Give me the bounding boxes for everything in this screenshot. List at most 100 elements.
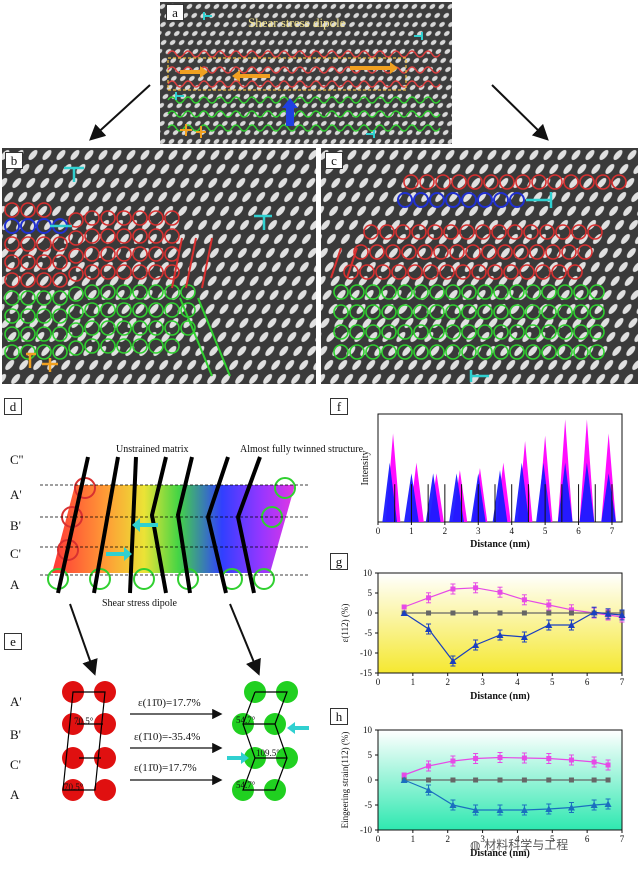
panel-a-image — [160, 2, 452, 144]
layer-label-d-2: B' — [10, 518, 22, 533]
panel-label-b: b — [5, 152, 23, 169]
chart-h-xlabel: Distance (nm) — [470, 848, 530, 859]
chart-h-point-0-6 — [546, 756, 552, 761]
cyan-arrow-e-1 — [287, 722, 309, 734]
chart-g-ytick-label-1: 5 — [368, 588, 373, 598]
chart-h-point-1-5 — [521, 777, 527, 783]
panel-d-schematic — [40, 456, 310, 594]
chart-h-ytick-label-0: 10 — [363, 725, 373, 735]
panel-b-micrograph — [2, 148, 316, 384]
chart-h-ytick-label-3: -5 — [365, 800, 373, 810]
angle-left-2: 70.5° — [64, 782, 84, 792]
shear-stress-dipole-label: Shear stress dipole — [102, 598, 177, 609]
chart-g-point-1-4 — [497, 610, 503, 616]
layer-label-e-2: C' — [10, 757, 22, 772]
chart-h-point-0-0 — [401, 772, 407, 778]
chart-g-point-0-0 — [401, 604, 407, 610]
chart-h-point-1-1 — [426, 777, 432, 783]
chart-f-peak-1-7 — [536, 462, 551, 522]
chart-f-xtick-label-4: 4 — [509, 526, 514, 536]
chart-h: 10 5 0 -5 -10 0 1 2 3 4 5 6 7 Distance (nm) Eingeering… — [340, 725, 625, 859]
chart-h-point-2-0 — [400, 776, 408, 783]
cyan-arrow-d-2 — [106, 547, 132, 561]
chart-h-xtick-label-6: 6 — [585, 834, 590, 844]
chart-g-ytick-label-3: -5 — [365, 628, 373, 638]
arrow-d-to-e-right — [229, 603, 261, 676]
angle-right-1: 54.7° — [236, 715, 256, 725]
chart-g-ytick-label-0: 10 — [363, 568, 373, 578]
chart-g-point-1-1 — [426, 610, 432, 616]
chart-h-ylabel: Eingeering strain(112) (%) — [340, 732, 350, 829]
chart-f-peak-1-0 — [382, 462, 398, 522]
angle-right-2: 109.5° — [256, 748, 280, 758]
chart-g-point-2-3 — [472, 641, 480, 648]
twinned-structure-label: Almost fully twinned structure — [240, 444, 364, 455]
chart-f-xtick-label-5: 5 — [543, 526, 548, 536]
chart-h-series-0 — [401, 752, 611, 778]
strain-label-2: ε(1̄10)=-35.4% — [134, 731, 201, 743]
chart-g-xtick-label-6: 6 — [585, 677, 590, 687]
strain-label-3: ε(11̄0)=17.7% — [134, 762, 197, 774]
chart-g-ytick-label-4: -10 — [360, 648, 372, 658]
layer-label-e-0: A' — [10, 694, 22, 709]
arrow-a-to-b — [89, 84, 151, 141]
chart-g-ytick-label-2: 0 — [368, 608, 373, 618]
chart-h-point-2-5 — [520, 806, 528, 813]
layer-label-d-4: A — [10, 577, 20, 592]
panel-label-d: d — [4, 398, 22, 415]
panel-c-image — [321, 148, 638, 384]
chart-h-point-2-8 — [590, 801, 598, 808]
panel-e-red-lattice — [62, 681, 116, 801]
panel-e-strain-arrows — [130, 708, 223, 786]
chart-h-ytick-label-4: -10 — [360, 825, 372, 835]
cyan-arrow-e-2 — [227, 752, 249, 764]
layer-label-e-3: A — [10, 787, 20, 802]
chart-g-point-1-3 — [473, 610, 479, 616]
layer-label-d-0: C'' — [10, 452, 24, 467]
panel-label-e: e — [4, 633, 22, 650]
chart-f-peak-1-3 — [449, 473, 464, 522]
chart-g-ytick-label-5: -15 — [360, 668, 372, 678]
arrow-d-to-e-left — [69, 603, 98, 676]
chart-f-xtick-label-1: 1 — [409, 526, 414, 536]
chart-f-xtick-label-3: 3 — [476, 526, 481, 536]
chart-g-xtick-label-2: 2 — [445, 677, 450, 687]
chart-h-point-0-9 — [605, 762, 611, 768]
chart-g-point-2-1 — [425, 625, 433, 632]
chart-g-point-1-6 — [546, 610, 552, 616]
chart-h-point-0-7 — [568, 757, 574, 763]
chart-g-xtick-label-0: 0 — [376, 677, 381, 687]
chart-f-ylabel: Intensity — [360, 451, 371, 486]
cyan-arrow-d-1 — [132, 518, 158, 532]
chart-h-point-2-6 — [545, 805, 553, 812]
chart-g-point-2-0 — [400, 609, 408, 616]
chart-h-series-line-2 — [403, 779, 609, 811]
chart-g-point-2-7 — [567, 621, 575, 628]
chart-h-point-2-3 — [472, 806, 480, 813]
chart-h-xtick-label-0: 0 — [376, 834, 381, 844]
panel-d-arrows — [69, 603, 261, 676]
chart-g-point-2-6 — [545, 621, 553, 628]
chart-f-peak-1-5 — [492, 470, 508, 522]
chart-g-point-1-5 — [521, 610, 527, 616]
chart-f-xtick-label-7: 7 — [610, 526, 615, 536]
layer-label-d-3: C' — [10, 546, 22, 561]
chart-f-peak-1-9 — [579, 462, 595, 522]
chart-g-series-2 — [400, 606, 626, 667]
chart-g-point-2-2 — [449, 657, 457, 664]
chart-f-xtick-label-0: 0 — [376, 526, 381, 536]
chart-h-point-0-1 — [426, 763, 432, 769]
chart-g-point-0-7 — [568, 607, 574, 613]
chart-g-xlabel: Distance (nm) — [470, 691, 530, 702]
chart-g: 10 5 0 -5 -10 -15 0 1 2 3 4 5 6 7 Distance (nm) ε(112) … — [340, 568, 626, 702]
chart-h-point-2-7 — [567, 804, 575, 811]
chart-h-ytick-label-1: 5 — [368, 750, 373, 760]
chart-g-point-0-2 — [450, 586, 456, 592]
chart-g-point-0-5 — [521, 597, 527, 603]
chart-g-point-0-3 — [473, 585, 479, 591]
chart-h-point-1-2 — [450, 777, 456, 783]
chart-g-xtick-label-3: 3 — [480, 677, 485, 687]
chart-g-xtick-label-5: 5 — [550, 677, 555, 687]
chart-h-point-1-6 — [546, 777, 552, 783]
arrow-a-to-c — [491, 84, 549, 141]
